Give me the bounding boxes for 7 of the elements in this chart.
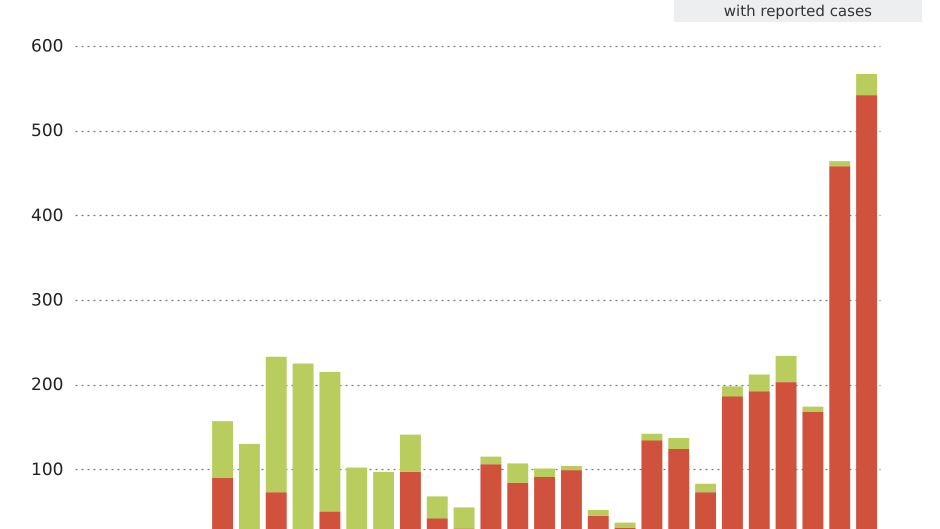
y-tick-label: 200 [31,375,64,396]
y-tick-label: 100 [31,460,64,480]
y-tick-label: 400 [31,206,64,226]
y-tick-label: 600 [31,36,64,56]
text: with reported cases [674,0,922,22]
y-tick-label: 500 [31,121,64,142]
y-tick-label: 300 [31,290,64,310]
